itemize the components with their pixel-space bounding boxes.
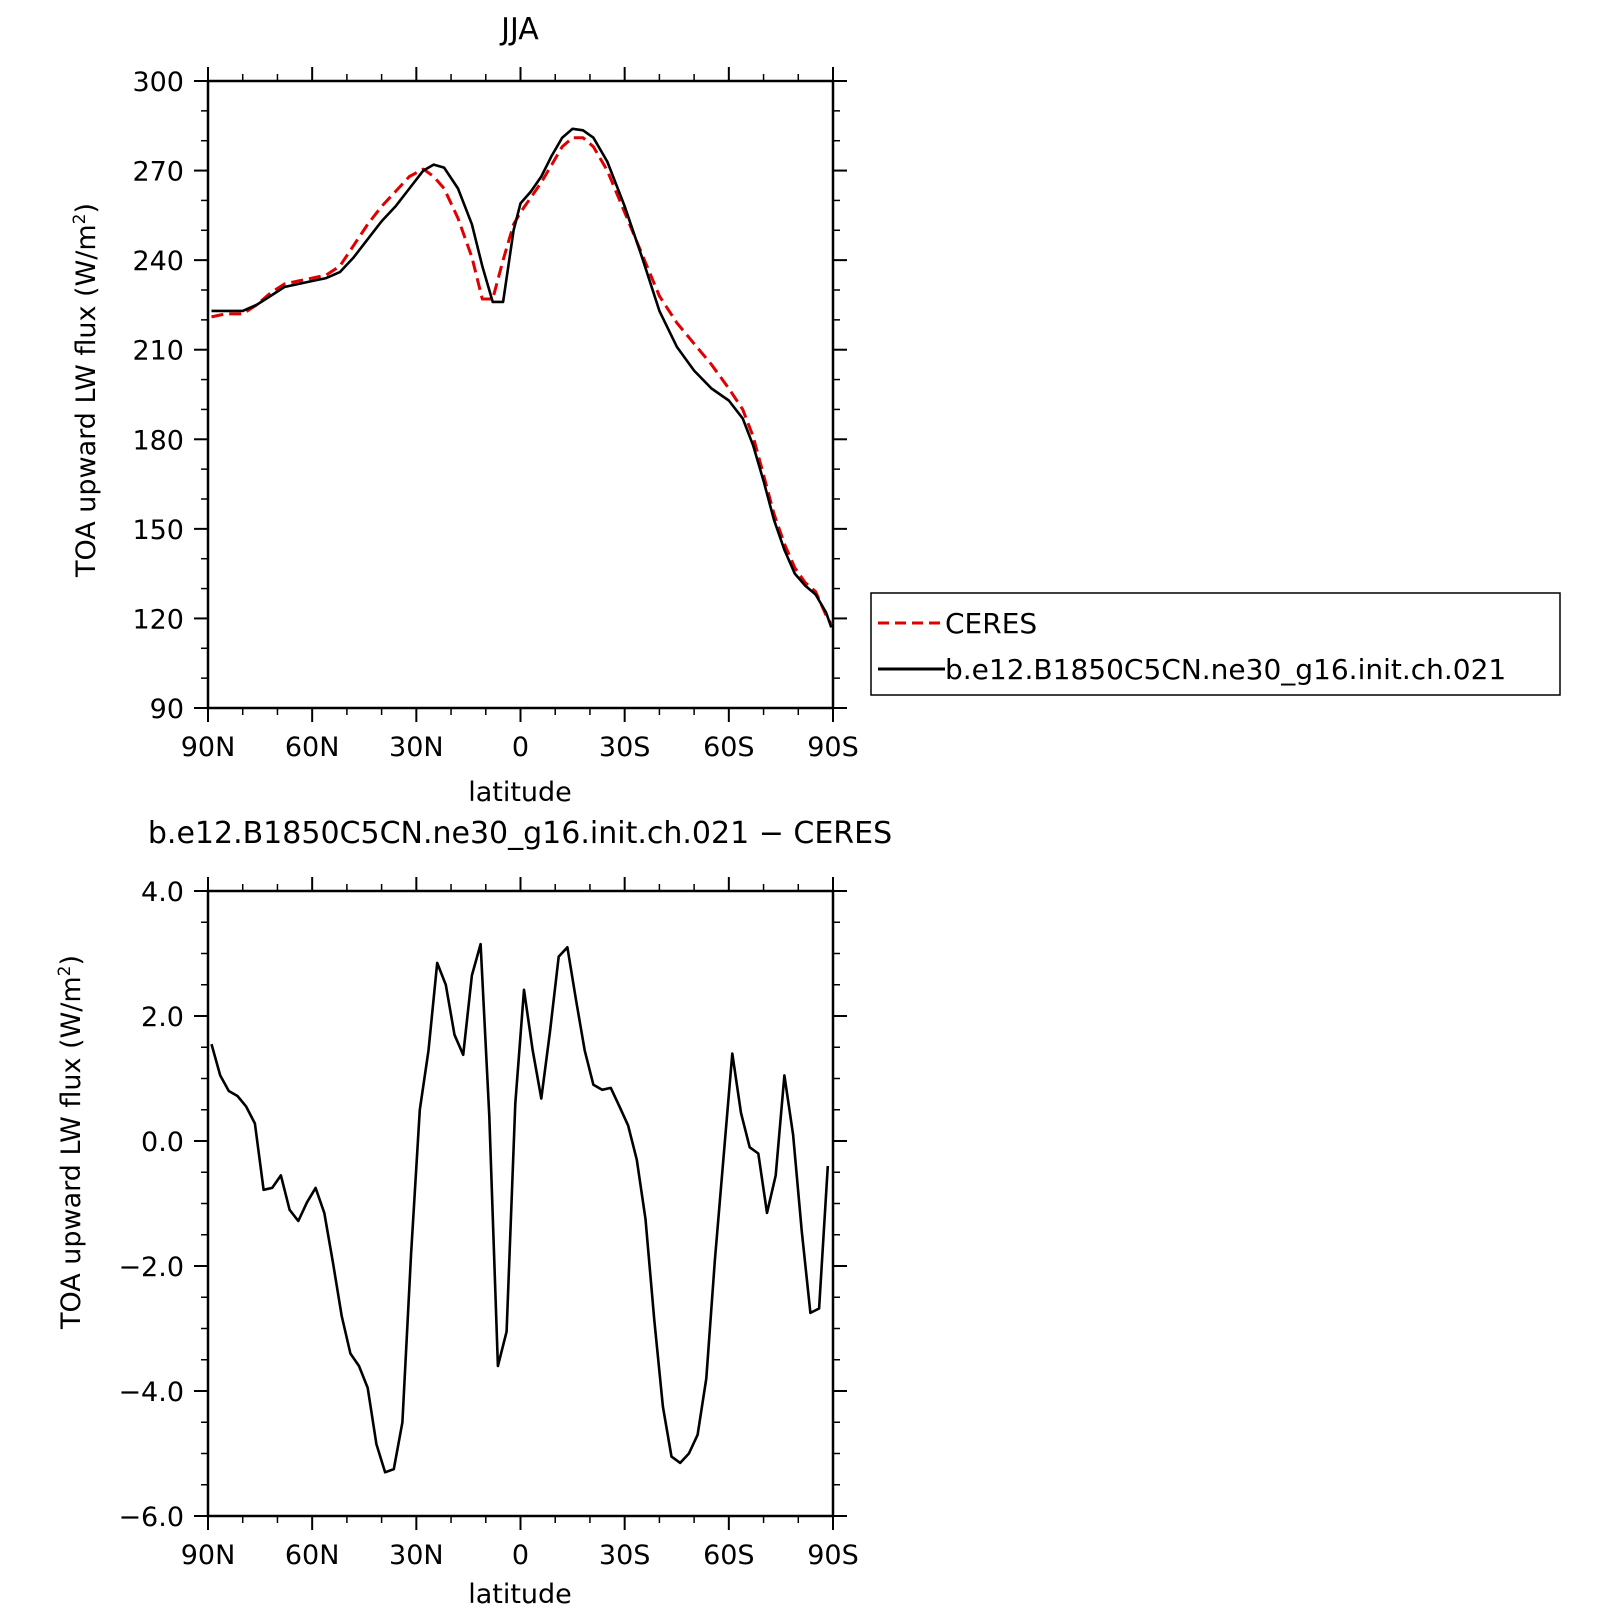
top-x-tick-label: 60N [285, 732, 340, 763]
bottom-x-tick-label: 60S [703, 1540, 755, 1571]
bottom-y-tick-label: −2.0 [118, 1252, 184, 1283]
top-plot-area: 90N 60N 30N 0 30S 60S 90S 90 120 150 180 210 240 270 3… [132, 67, 859, 763]
top-y-axis-label: TOA upward LW flux (W/m2) [70, 203, 102, 578]
top-y-tick-label: 210 [132, 336, 184, 367]
top-y-tick-label: 240 [132, 246, 184, 277]
legend: CERES b.e12.B1850C5CN.ne30_g16.init.ch.0… [870, 592, 1561, 696]
legend-box [870, 592, 1561, 696]
bottom-chart-title: b.e12.B1850C5CN.ne30_g16.init.ch.021 − C… [148, 816, 892, 851]
top-x-tick-label: 60S [703, 732, 755, 763]
top-series-model-line [211, 127, 833, 628]
top-y-tick-label: 150 [132, 515, 184, 546]
legend-model-label: b.e12.B1850C5CN.ne30_g16.init.ch.021 [945, 653, 1506, 686]
top-x-tick-label: 0 [512, 732, 529, 763]
top-panel: JJA 90N 60N 30N 0 30S 60S 90S 90 120 150 180 210 240… [70, 12, 1561, 808]
bottom-y-tick-label: 2.0 [141, 1002, 184, 1033]
bottom-y-axis-label-sup: 2 [55, 966, 75, 977]
top-x-tick-label: 30N [389, 732, 444, 763]
bottom-plot-frame [206, 889, 835, 1518]
bottom-plot-area: 90N 60N 30N 0 30S 60S 90S −6.0 −4.0 −2.0 0.0 2.0 4.0 [118, 877, 859, 1571]
top-x-axis-label: latitude [468, 777, 572, 808]
bottom-x-axis-label: latitude [468, 1579, 572, 1608]
bottom-y-axis-label-text: TOA upward LW flux (W/m [56, 976, 87, 1330]
top-x-tick-label: 90N [181, 732, 236, 763]
bottom-x-tick-label: 90S [807, 1540, 859, 1571]
top-y-tick-label: 120 [132, 604, 184, 635]
bottom-y-tick-label: −6.0 [118, 1502, 184, 1533]
bottom-y-tick-label: 4.0 [141, 877, 184, 908]
bottom-x-tick-label: 30S [599, 1540, 651, 1571]
top-chart-title: JJA [499, 12, 539, 47]
bottom-panel: b.e12.B1850C5CN.ne30_g16.init.ch.021 − C… [55, 816, 892, 1608]
legend-ceres-label: CERES [945, 607, 1037, 640]
top-y-axis-label-sup: 2 [70, 214, 90, 225]
bottom-y-axis-label: TOA upward LW flux (W/m2) [55, 955, 87, 1330]
top-y-tick-label: 270 [132, 157, 184, 188]
bottom-x-tick-label: 60N [285, 1540, 340, 1571]
top-series-ceres-line [211, 136, 833, 626]
top-y-tick-label: 300 [132, 67, 184, 98]
top-y-axis-label-text: TOA upward LW flux (W/m [71, 224, 102, 578]
top-y-tick-label: 90 [150, 694, 184, 725]
bottom-x-tick-label: 30N [389, 1540, 444, 1571]
bottom-y-tick-label: 0.0 [141, 1127, 184, 1158]
bottom-series-difference-line [210, 942, 830, 1474]
top-x-tick-label: 30S [599, 732, 651, 763]
bottom-x-tick-label: 0 [512, 1540, 529, 1571]
top-y-axis-label-close: ) [71, 203, 102, 214]
bottom-x-tick-label: 90N [181, 1540, 236, 1571]
top-y-tick-label: 180 [132, 425, 184, 456]
top-x-tick-label: 90S [807, 732, 859, 763]
bottom-y-tick-label: −4.0 [118, 1377, 184, 1408]
top-plot-frame [206, 79, 835, 710]
bottom-y-axis-label-close: ) [56, 955, 87, 966]
